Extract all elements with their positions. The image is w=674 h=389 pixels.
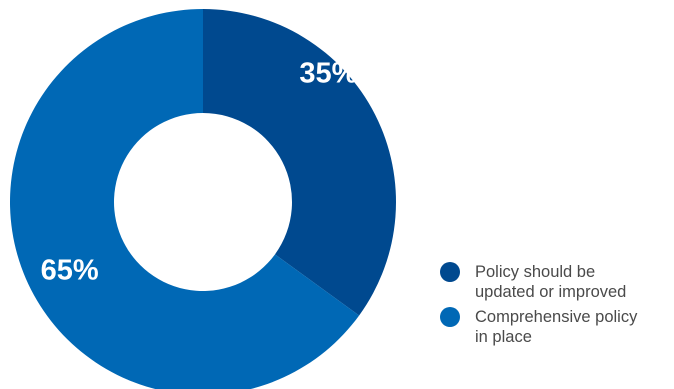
legend-label-comprehensive-policy-line1: Comprehensive policy: [475, 308, 638, 326]
legend-label-policy-update-line1: Policy should be: [475, 263, 596, 281]
donut-slice-0: [203, 9, 396, 316]
donut-slices: [10, 9, 396, 389]
legend-item-comprehensive-policy: Comprehensive policy in place: [440, 307, 670, 347]
legend-swatch-policy-update: [440, 262, 460, 282]
legend-label-comprehensive-policy-line2: in place: [475, 328, 532, 346]
slice-label-1: 65%: [41, 255, 99, 287]
legend-item-policy-update: Policy should be updated or improved: [440, 262, 670, 302]
legend-label-policy-update-line2: updated or improved: [475, 283, 627, 301]
legend-swatch-comprehensive-policy: [440, 307, 460, 327]
slice-labels: 35% 65%: [41, 58, 358, 287]
slice-label-0: 35%: [299, 58, 357, 90]
donut-slice-1: [10, 9, 360, 389]
legend: Policy should be updated or improved Com…: [440, 262, 670, 352]
